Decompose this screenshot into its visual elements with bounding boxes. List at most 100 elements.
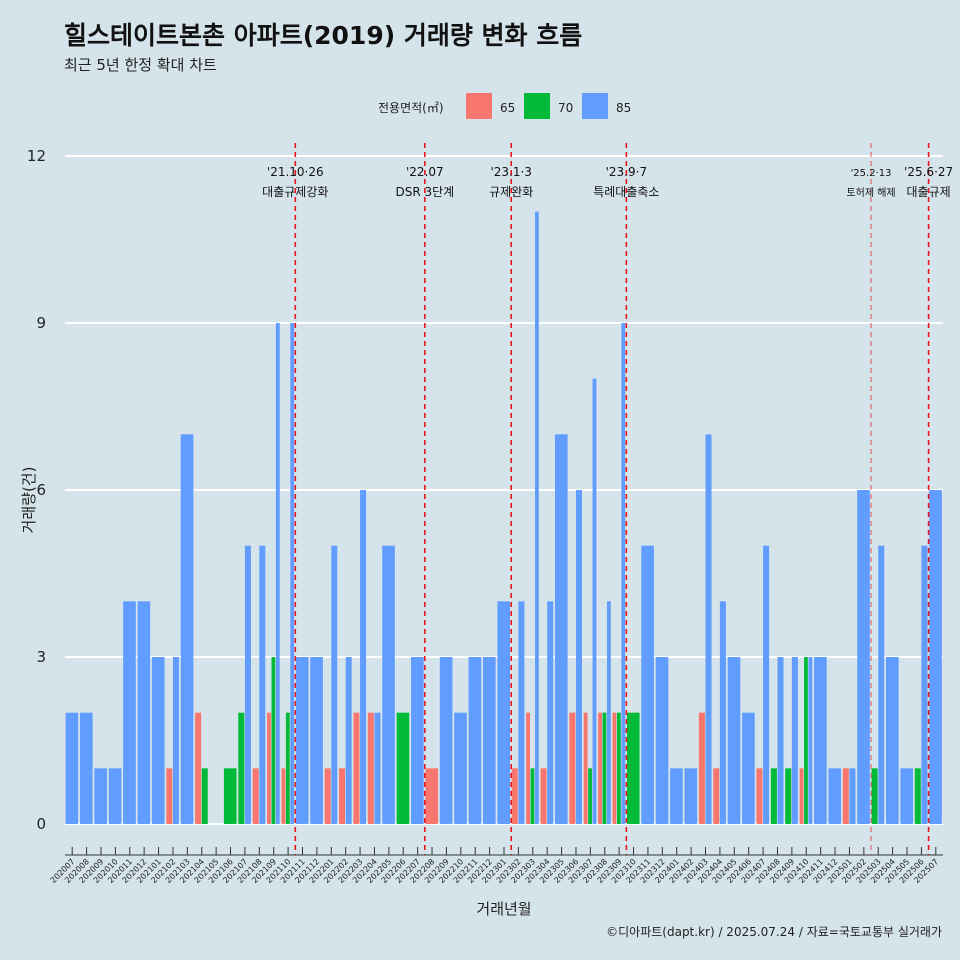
- legend-title: 전용면적(㎡): [378, 101, 444, 115]
- bar-202503-70: [871, 768, 878, 824]
- bar-202307-70: [588, 768, 592, 824]
- y-tick-label: 9: [36, 314, 46, 332]
- bar-202110-85: [290, 323, 295, 824]
- bar-202010-85: [108, 768, 122, 824]
- y-tick-label: 12: [27, 147, 46, 165]
- bar-202407-65: [756, 768, 763, 824]
- bar-202204-65: [367, 712, 374, 824]
- bar-202201-85: [331, 545, 338, 824]
- bar-202405-85: [727, 657, 741, 824]
- bar-202204-85: [374, 712, 381, 824]
- legend: 전용면적(㎡) 65 70 85: [378, 93, 631, 119]
- bar-202108-65: [252, 768, 259, 824]
- bar-202110-65: [281, 768, 286, 824]
- bar-202506-85: [921, 545, 928, 824]
- bar-202404-85: [719, 601, 726, 824]
- bar-202310-70: [626, 712, 640, 824]
- bar-202110-70: [285, 712, 290, 824]
- bar-202305-85: [554, 434, 568, 824]
- bar-202311-85: [641, 545, 654, 824]
- bar-202212-85: [482, 657, 496, 824]
- bar-202407-85: [763, 545, 770, 824]
- y-tick-label: 6: [36, 481, 46, 499]
- bar-202209-85: [439, 657, 453, 824]
- bar-202506-70: [914, 768, 921, 824]
- y-tick-label: 3: [36, 648, 46, 666]
- bar-202202-65: [339, 768, 346, 824]
- legend-key-65: [466, 93, 492, 119]
- event-date: '25.6·27: [904, 165, 953, 179]
- bar-202410-85: [808, 657, 813, 824]
- bar-202309-65: [612, 712, 617, 824]
- legend-label: 85: [616, 101, 631, 115]
- legend-label: 70: [558, 101, 573, 115]
- bar-202011-85: [123, 601, 136, 824]
- y-axis: 0 3 6 9 12: [27, 147, 46, 833]
- bar-202501-85: [849, 768, 856, 824]
- bar-202208-65: [425, 768, 439, 824]
- bar-202408-85: [777, 657, 784, 824]
- bar-202410-65: [799, 768, 804, 824]
- bar-202104-70: [201, 768, 208, 824]
- bar-202211-85: [468, 657, 482, 824]
- y-tick-label: 0: [36, 815, 46, 833]
- bar-202307-85: [592, 378, 597, 824]
- bar-202406-85: [742, 712, 755, 824]
- bar-202205-85: [382, 545, 395, 824]
- bar-202102-85: [172, 657, 179, 824]
- bar-202109-65: [267, 712, 271, 824]
- bar-202501-65: [842, 768, 849, 824]
- bar-202309-70: [616, 712, 621, 824]
- y-axis-title: 거래량(건): [20, 467, 38, 534]
- event-label: 대출규제: [907, 185, 951, 199]
- bar-202304-65: [540, 768, 547, 824]
- bar-202207-85: [411, 657, 424, 824]
- bar-202411-85: [814, 657, 827, 824]
- bar-202106-70: [223, 768, 237, 824]
- bar-202308-85: [606, 601, 611, 824]
- bar-202507-85: [929, 490, 942, 824]
- bar-202409-70: [785, 768, 792, 824]
- bar-202107-85: [244, 545, 251, 824]
- bar-202410-70: [804, 657, 808, 824]
- bar-202304-85: [547, 601, 554, 824]
- bar-202202-85: [345, 657, 352, 824]
- bar-202505-85: [900, 768, 914, 824]
- event-date: '23.1·3: [490, 165, 531, 179]
- bar-202303-85: [534, 211, 539, 824]
- bar-202308-65: [598, 712, 602, 824]
- bar-202303-65: [526, 712, 530, 824]
- bar-202302-85: [518, 601, 525, 824]
- bar-202007-85: [65, 712, 79, 824]
- bar-202101-85: [151, 657, 165, 824]
- bar-202203-65: [353, 712, 360, 824]
- bar-202111-85: [295, 657, 309, 824]
- bar-202306-85: [575, 490, 582, 824]
- bar-202504-85: [886, 657, 899, 824]
- bar-202012-85: [137, 601, 151, 824]
- bar-202102-65: [166, 768, 173, 824]
- bar-202412-85: [828, 768, 842, 824]
- bar-202401-85: [670, 768, 683, 824]
- bar-202210-85: [454, 712, 467, 824]
- bar-202112-85: [310, 657, 323, 824]
- bar-202203-85: [360, 490, 367, 824]
- bar-202307-65: [583, 712, 588, 824]
- x-axis-title: 거래년월: [476, 900, 531, 918]
- bar-202206-70: [396, 712, 410, 824]
- event-label: 특례대출축소: [593, 185, 659, 199]
- event-date: '23.9·7: [606, 165, 647, 179]
- bars: [65, 211, 942, 824]
- bar-202109-85: [275, 323, 280, 824]
- chart-subtitle: 최근 5년 한정 확대 차트: [64, 56, 217, 74]
- legend-label: 65: [500, 101, 515, 115]
- bar-202404-65: [713, 768, 720, 824]
- bar-202408-70: [770, 768, 777, 824]
- bar-202201-65: [324, 768, 331, 824]
- event-label: 대출규제강화: [262, 185, 328, 199]
- bar-202009-85: [94, 768, 108, 824]
- bar-202312-85: [655, 657, 669, 824]
- bar-202107-70: [238, 712, 245, 824]
- event-label: 토허제 해제: [846, 186, 895, 199]
- bar-202302-65: [511, 768, 518, 824]
